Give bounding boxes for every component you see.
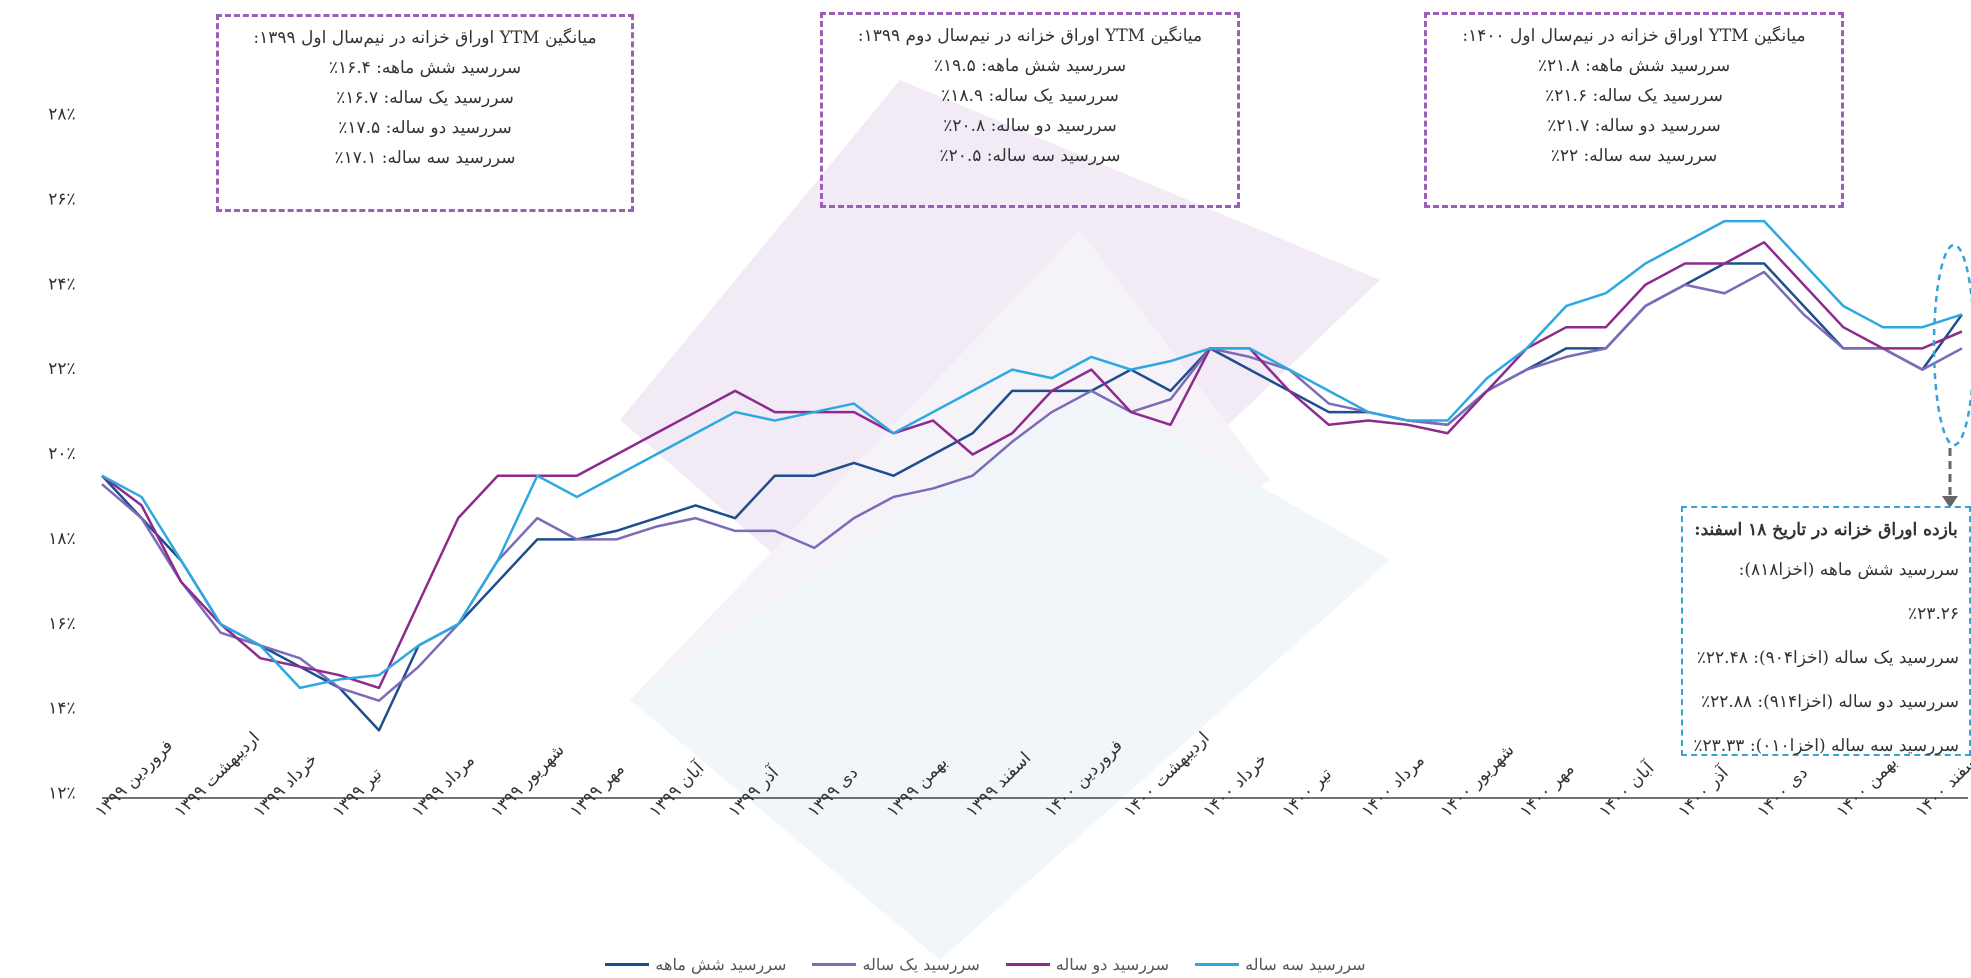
x-tick-label: آذر ۱۴۰۰	[1673, 761, 1734, 822]
annotation-line: سررسید یک ساله: ۱۸.۹٪	[941, 86, 1119, 106]
annotation-line: سررسید یک ساله: ۲۱.۶٪	[1545, 86, 1723, 106]
annotation-line: سررسید شش ماهه (اخزا۸۱۸): ۲۳.۲۶٪	[1738, 560, 1959, 624]
legend-label: سررسید شش ماهه	[655, 955, 787, 974]
y-tick-label: ۲۰٪	[48, 444, 75, 464]
x-tick-label: دی ۱۴۰۰	[1754, 763, 1813, 822]
legend-item: سررسید دو ساله	[1005, 955, 1170, 974]
legend-swatch	[1195, 963, 1240, 966]
x-tick-label: مرداد ۱۳۹۹	[408, 751, 479, 822]
series-line	[101, 219, 1963, 690]
annotation-box: میانگین YTM اوراق خزانه در نیم‌سال دوم ۱…	[820, 12, 1240, 208]
annotation-line: سررسید دو ساله: ۱۷.۵٪	[338, 118, 512, 138]
legend-swatch	[605, 963, 650, 966]
annotation-title: بازده اوراق خزانه در تاریخ ۱۸ اسفند:	[1694, 520, 1958, 540]
highlight-ellipse	[1932, 243, 1971, 447]
annotation-title: میانگین YTM اوراق خزانه در نیم‌سال اول ۱…	[253, 28, 597, 48]
annotation-line: سررسید شش ماهه: ۱۹.۵٪	[933, 56, 1127, 76]
x-tick-label: خرداد ۱۴۰۰	[1199, 750, 1271, 822]
legend-label: سررسید دو ساله	[1055, 955, 1170, 974]
annotation-line: سررسید یک ساله: ۱۶.۷٪	[336, 88, 514, 108]
y-tick-label: ۱۶٪	[48, 614, 75, 634]
y-tick-label: ۱۲٪	[48, 784, 75, 804]
x-tick-label: آبان ۱۴۰۰	[1594, 756, 1659, 821]
annotation-box: بازده اوراق خزانه در تاریخ ۱۸ اسفند: سررس…	[1681, 506, 1971, 756]
legend-item: سررسید سه ساله	[1195, 955, 1366, 974]
y-tick-label: ۲۲٪	[48, 359, 75, 379]
annotation-line: سررسید سه ساله: ۱۷.۱٪	[334, 148, 516, 168]
annotation-box: میانگین YTM اوراق خزانه در نیم‌سال اول ۱…	[1424, 12, 1844, 208]
x-tick-label: خرداد ۱۳۹۹	[250, 750, 322, 822]
annotation-title: میانگین YTM اوراق خزانه در نیم‌سال اول ۱…	[1462, 26, 1806, 46]
annotation-line: سررسید دو ساله (اخزا۹۱۴): ۲۲.۸۸٪	[1700, 692, 1959, 712]
series-line	[101, 270, 1963, 702]
annotation-line: سررسید دو ساله: ۲۱.۷٪	[1547, 116, 1721, 136]
series-line	[101, 241, 1963, 690]
x-tick-label: شهریور ۱۳۹۹	[487, 740, 568, 821]
arrow-head	[1942, 496, 1958, 508]
background-logo	[620, 80, 1390, 960]
annotation-line: سررسید سه ساله: ۲۰.۵٪	[939, 146, 1121, 166]
legend-swatch	[1005, 963, 1050, 966]
x-tick-label: تیر ۱۴۰۰	[1279, 764, 1337, 822]
x-tick-label: تیر ۱۳۹۹	[329, 764, 387, 822]
legend-label: سررسید سه ساله	[1245, 955, 1366, 974]
annotation-title: میانگین YTM اوراق خزانه در نیم‌سال دوم ۱…	[857, 26, 1203, 46]
annotation-line: سررسید شش ماهه: ۱۶.۴٪	[328, 58, 522, 78]
legend: سررسید شش ماهه سررسید یک ساله سررسید دو سا…	[0, 955, 1971, 974]
x-tick-label: فروردین ۱۳۹۹	[91, 736, 177, 822]
annotation-line: سررسید شش ماهه: ۲۱.۸٪	[1537, 56, 1731, 76]
x-tick-label: شهریور ۱۴۰۰	[1437, 740, 1518, 821]
y-tick-label: ۲۴٪	[48, 274, 75, 294]
x-tick-label: مهر ۱۴۰۰	[1516, 759, 1578, 821]
annotation-line: سررسید سه ساله (اخزا۰۱۰): ۲۳.۳۳٪	[1693, 736, 1959, 756]
annotation-box: میانگین YTM اوراق خزانه در نیم‌سال اول ۱…	[216, 14, 634, 212]
x-tick-label: آبان ۱۳۹۹	[644, 756, 709, 821]
y-tick-label: ۱۴٪	[48, 699, 75, 719]
legend-item: سررسید یک ساله	[812, 955, 980, 974]
legend-item: سررسید شش ماهه	[605, 955, 786, 974]
x-tick-label: مرداد ۱۴۰۰	[1358, 751, 1429, 822]
y-tick-label: ۱۸٪	[48, 529, 75, 549]
annotation-line: سررسید دو ساله: ۲۰.۸٪	[943, 116, 1117, 136]
annotation-line: سررسید سه ساله: ۲۲٪	[1550, 146, 1718, 166]
y-tick-label: ۲۶٪	[48, 189, 75, 209]
legend-swatch	[812, 963, 857, 966]
annotation-line: سررسید یک ساله (اخزا۹۰۴): ۲۲.۴۸٪	[1696, 648, 1959, 668]
legend-label: سررسید یک ساله	[862, 955, 980, 974]
x-tick-label: مهر ۱۳۹۹	[566, 759, 628, 821]
y-tick-label: ۲۸٪	[48, 105, 75, 125]
